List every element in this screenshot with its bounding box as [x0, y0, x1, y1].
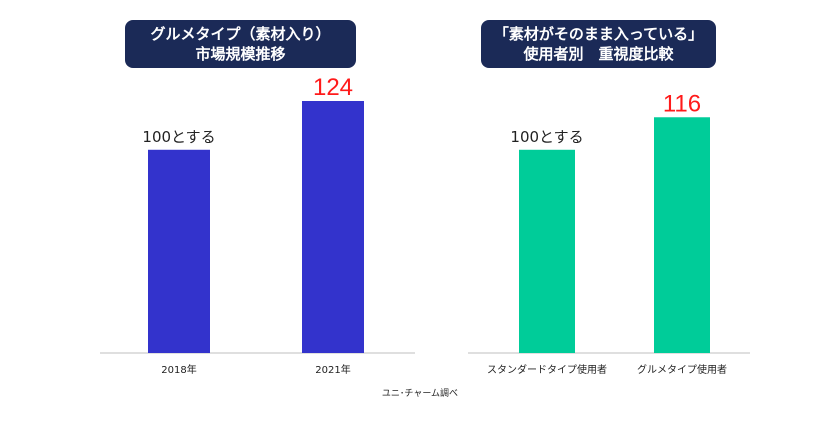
left-chart-panel: グルメタイプ（素材入り） 市場規模推移 100とする 2018年 124 2021年: [0, 0, 420, 400]
bar-1: [519, 149, 575, 353]
bar-2: [654, 117, 710, 354]
category-label-2: 2021年: [315, 363, 350, 376]
category-label-2: グルメタイプ使用者: [637, 363, 727, 376]
category-label-1: 2018年: [161, 363, 196, 376]
right-title-line-1: 「素材がそのまま入っている」: [493, 25, 704, 43]
category-label-1: スタンダードタイプ使用者: [487, 363, 607, 376]
data-label-2: 124: [313, 74, 353, 101]
bar-1: [148, 149, 210, 353]
left-title-line-1: グルメタイプ（素材入り）: [150, 25, 331, 43]
data-label-1: 100とする: [142, 128, 215, 146]
left-bar-chart: 100とする 2018年 124 2021年: [100, 74, 415, 376]
right-chart-title: 「素材がそのまま入っている」 使用者別 重視度比較: [481, 20, 716, 68]
source-footnote: ユニ･チャーム調べ: [381, 389, 459, 399]
data-label-1: 100とする: [510, 128, 583, 146]
right-chart-panel: 「素材がそのまま入っている」 使用者別 重視度比較 100とするスタンダードタイ…: [420, 0, 840, 400]
left-title-line-2: 市場規模推移: [195, 45, 286, 63]
bar-2: [302, 101, 364, 353]
data-label-2: 116: [663, 90, 701, 117]
left-chart-title: グルメタイプ（素材入り） 市場規模推移: [125, 20, 356, 68]
right-title-line-2: 使用者別 重視度比較: [523, 45, 674, 63]
